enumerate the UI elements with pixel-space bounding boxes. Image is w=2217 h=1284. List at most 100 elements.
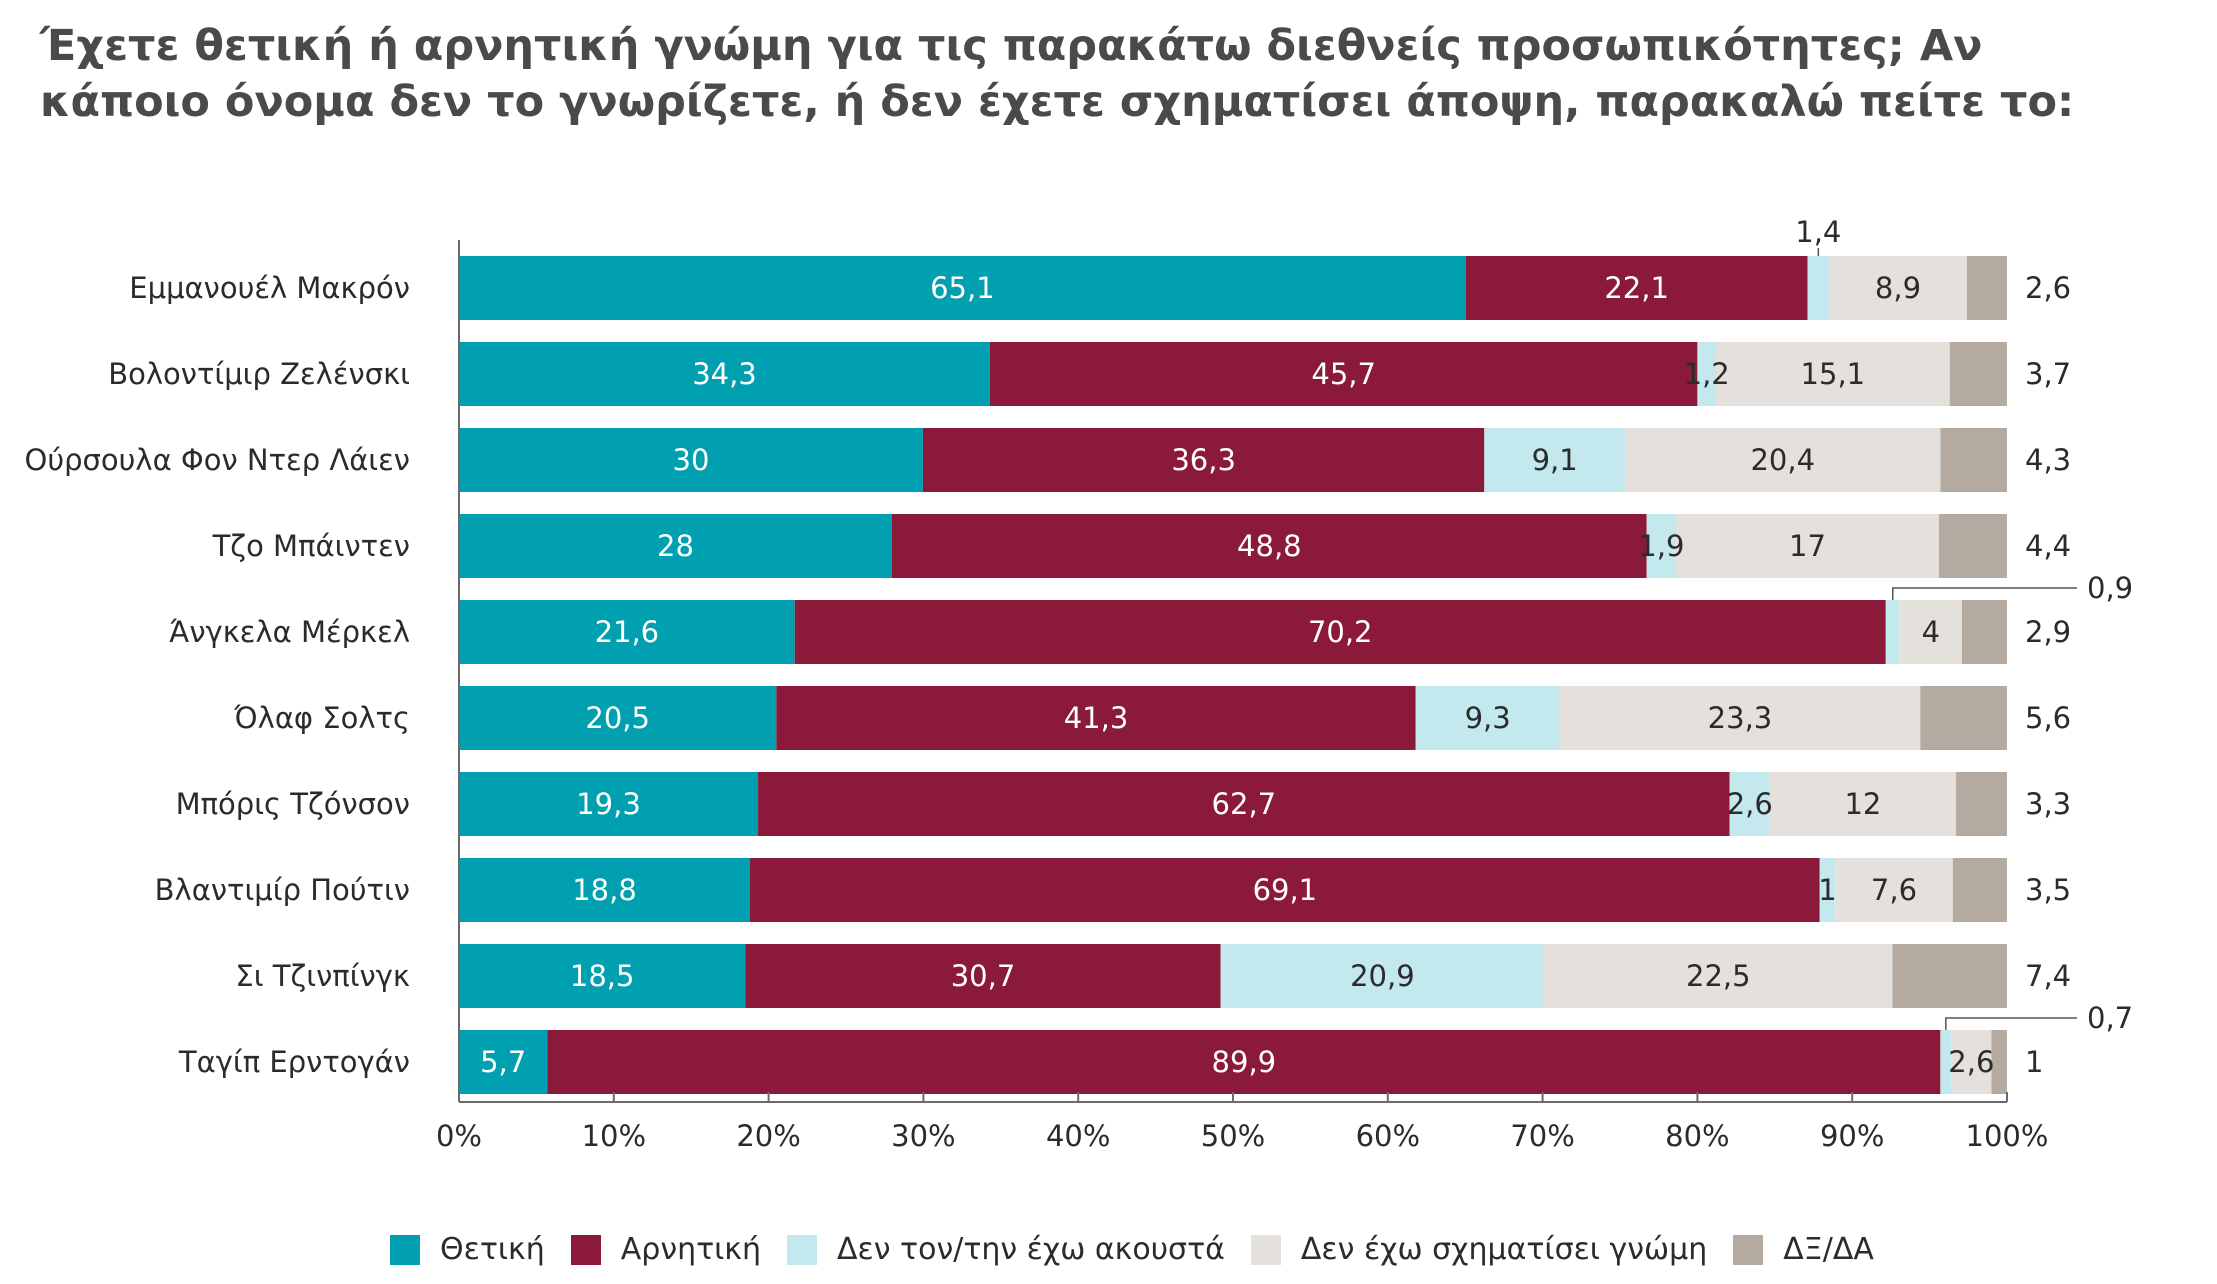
category-label: Ούρσουλα Φον Ντερ Λάιεν bbox=[25, 443, 411, 477]
value-label: 5,6 bbox=[2025, 701, 2071, 735]
category-labels: Εμμανουέλ Μακρόν Βολοντίμιρ Ζελένσκι Ούρσο… bbox=[25, 271, 411, 1079]
bar-segment-αρνητική bbox=[892, 514, 1647, 578]
bar-segment-δξ-δα bbox=[1892, 944, 2007, 1008]
value-label: 3,7 bbox=[2025, 357, 2071, 391]
value-label: 1,4 bbox=[1795, 215, 1841, 249]
value-label: 3,3 bbox=[2025, 787, 2071, 821]
value-label: 3,5 bbox=[2025, 873, 2071, 907]
bar-segment-αρνητική bbox=[776, 686, 1416, 750]
value-label: 1 bbox=[2025, 1045, 2043, 1079]
bar-segment-θετική bbox=[459, 428, 923, 492]
bar-segment-δεν-έχω-σχηματίσει-γνώμη bbox=[1829, 256, 1967, 320]
bar-segment-αρνητική bbox=[922, 428, 1485, 492]
value-label: 70,2 bbox=[1308, 615, 1373, 649]
x-tick-label: 10% bbox=[582, 1119, 646, 1153]
stacked-bar-chart: 65,1 22,1 1,4 8,9 2,6 34,3 45,7 1,2 15,1 3,7 30 36,… bbox=[25, 215, 2134, 1153]
value-label: 34,3 bbox=[692, 357, 757, 391]
value-label: 41,3 bbox=[1064, 701, 1129, 735]
bar-segment-θετική bbox=[459, 944, 746, 1008]
value-label: 15,1 bbox=[1801, 357, 1866, 391]
x-tick-label: 0% bbox=[436, 1119, 482, 1153]
bar-segment-δεν-τον-την-έχω-ακουστά bbox=[1819, 858, 1836, 922]
legend-item: ΔΞ/ΔΑ bbox=[1733, 1232, 1874, 1267]
legend-label: Δεν έχω σχηματίσει γνώμη bbox=[1300, 1232, 1708, 1267]
legend-item: Θετική bbox=[390, 1232, 545, 1267]
category-label: Τζο Μπάιντεν bbox=[212, 529, 410, 563]
value-leader-line bbox=[1892, 587, 2077, 600]
value-label: 0,7 bbox=[2087, 1001, 2133, 1035]
value-label: 1,2 bbox=[1684, 357, 1730, 391]
legend-swatch bbox=[570, 1234, 601, 1265]
bar-segment-δεν-τον-την-έχω-ακουστά bbox=[1940, 1030, 1952, 1094]
value-leader-line bbox=[1945, 1017, 2077, 1030]
value-label: 9,1 bbox=[1532, 443, 1578, 477]
category-label: Σι Τζινπίνγκ bbox=[235, 959, 410, 993]
x-tick-label: 20% bbox=[736, 1119, 800, 1153]
value-label: 28 bbox=[657, 529, 694, 563]
value-label: 22,5 bbox=[1686, 959, 1751, 993]
x-tick-label: 90% bbox=[1820, 1119, 1884, 1153]
value-label: 22,1 bbox=[1604, 271, 1669, 305]
legend-item: Αρνητική bbox=[570, 1232, 761, 1267]
x-tick-label: 80% bbox=[1665, 1119, 1729, 1153]
value-label: 20,9 bbox=[1350, 959, 1415, 993]
bar-segment-δεν-τον-την-έχω-ακουστά bbox=[1697, 342, 1716, 406]
value-label: 65,1 bbox=[930, 271, 995, 305]
bar-segment-δεν-τον-την-έχω-ακουστά bbox=[1807, 256, 1830, 320]
value-label: 2,6 bbox=[2025, 271, 2071, 305]
value-label: 45,7 bbox=[1311, 357, 1376, 391]
bar-segment-θετική bbox=[459, 1030, 548, 1094]
value-label: 48,8 bbox=[1237, 529, 1302, 563]
bar-segment-αρνητική bbox=[750, 858, 1820, 922]
bar-segment-θετική bbox=[459, 686, 777, 750]
value-label: 19,3 bbox=[576, 787, 641, 821]
bar-segment-δξ-δα bbox=[1991, 1030, 2007, 1094]
bar-segment-αρνητική bbox=[1465, 256, 1808, 320]
value-label: 30,7 bbox=[951, 959, 1016, 993]
bar-segment-θετική bbox=[459, 600, 795, 664]
value-label: 17 bbox=[1789, 529, 1826, 563]
bar-segment-δεν-τον-την-έχω-ακουστά bbox=[1646, 514, 1677, 578]
value-label: 62,7 bbox=[1212, 787, 1277, 821]
value-label: 21,6 bbox=[595, 615, 660, 649]
bar-segment-αρνητική bbox=[547, 1030, 1941, 1094]
x-tick-label: 40% bbox=[1046, 1119, 1110, 1153]
value-label: 2,6 bbox=[1727, 787, 1773, 821]
bar-segment-δεν-τον-την-έχω-ακουστά bbox=[1220, 944, 1545, 1008]
legend-swatch bbox=[787, 1234, 817, 1265]
value-label: 4,4 bbox=[2025, 529, 2071, 563]
legend-swatch bbox=[390, 1234, 420, 1265]
x-tick-label: 70% bbox=[1510, 1119, 1574, 1153]
bar-segment-δξ-δα bbox=[1940, 428, 2007, 492]
value-label: 89,9 bbox=[1212, 1045, 1277, 1079]
value-label: 7,4 bbox=[2025, 959, 2071, 993]
bar-segment-δεν-έχω-σχηματίσει-γνώμη bbox=[1835, 858, 1953, 922]
value-label: 4,3 bbox=[2025, 443, 2071, 477]
value-label: 2,6 bbox=[1948, 1045, 1994, 1079]
value-label: 23,3 bbox=[1708, 701, 1773, 735]
bar-segment-δεν-τον-την-έχω-ακουστά bbox=[1484, 428, 1626, 492]
value-label: 2,9 bbox=[2025, 615, 2071, 649]
category-label: Βλαντιμίρ Πούτιν bbox=[155, 873, 410, 907]
bar-segment-αρνητική bbox=[758, 772, 1730, 836]
bar-segment-δεν-έχω-σχηματίσει-γνώμη bbox=[1559, 686, 1921, 750]
legend: Θετική Αρνητική Δεν τον/την έχω ακουστά Δεν… bbox=[390, 1232, 1900, 1267]
category-label: Ταγίπ Ερντογάν bbox=[178, 1045, 410, 1079]
bar-segment-θετική bbox=[459, 514, 893, 578]
legend-label: Θετική bbox=[440, 1232, 545, 1267]
bars-layer bbox=[459, 256, 2007, 1094]
category-label: Όλαφ Σολτς bbox=[233, 701, 410, 735]
bar-segment-δεν-έχω-σχηματίσει-γνώμη bbox=[1715, 342, 1950, 406]
bar-segment-αρνητική bbox=[989, 342, 1698, 406]
category-label: Μπόρις Τζόνσον bbox=[176, 787, 410, 821]
value-label: 36,3 bbox=[1171, 443, 1236, 477]
bar-segment-θετική bbox=[459, 858, 751, 922]
bar-segment-αρνητική bbox=[745, 944, 1221, 1008]
value-label: 0,9 bbox=[2087, 571, 2133, 605]
value-label: 9,3 bbox=[1465, 701, 1511, 735]
value-label: 20,4 bbox=[1750, 443, 1815, 477]
x-axis: 0% 10% 20% 30% 40% 50% 60% 70% 80% 90% 100% bbox=[436, 240, 2048, 1153]
value-label: 30 bbox=[673, 443, 710, 477]
value-label: 8,9 bbox=[1875, 271, 1921, 305]
bar-segment-αρνητική bbox=[794, 600, 1886, 664]
